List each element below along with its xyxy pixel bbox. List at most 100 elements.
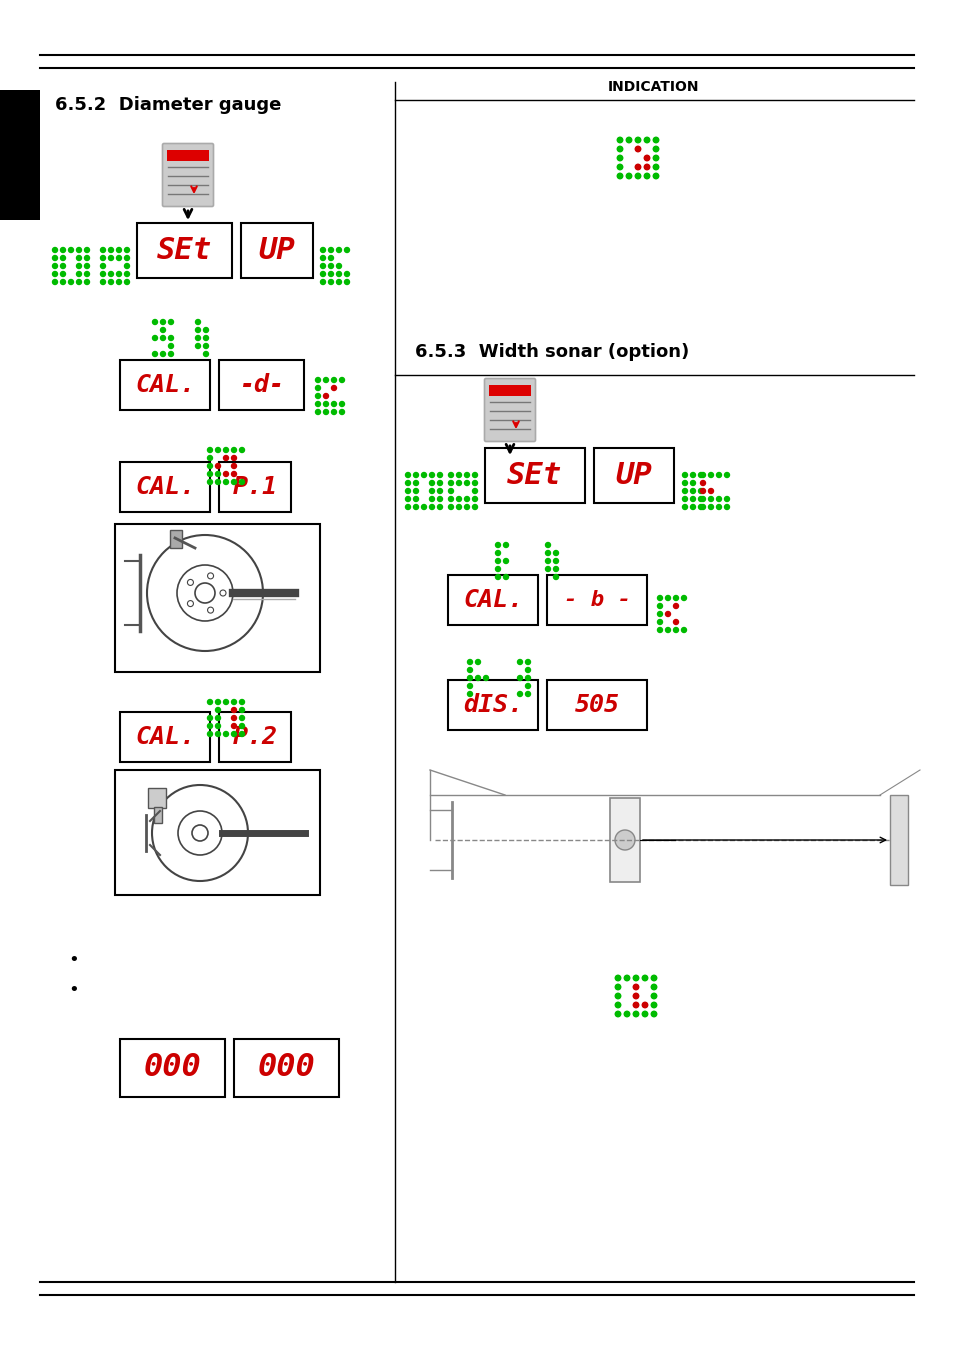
Circle shape [700,489,705,494]
Circle shape [643,173,649,178]
Circle shape [635,165,640,170]
Text: CAL.: CAL. [462,589,522,612]
Circle shape [195,336,200,340]
Circle shape [215,724,220,729]
Circle shape [448,481,453,486]
Bar [120,711,210,761]
Text: CAL.: CAL. [135,373,194,397]
Text: 6.5.3  Width sonar (option): 6.5.3 Width sonar (option) [415,343,688,360]
Circle shape [673,603,678,609]
Circle shape [467,660,472,664]
Circle shape [503,559,508,563]
Circle shape [657,603,661,609]
Bar [115,524,319,672]
Circle shape [223,699,229,705]
Circle shape [653,173,659,178]
Bar [137,223,232,278]
Circle shape [673,620,678,625]
Text: 6.5.2  Diameter gauge: 6.5.2 Diameter gauge [55,96,281,113]
Circle shape [651,1002,656,1007]
Circle shape [653,155,659,161]
Circle shape [76,255,81,261]
Circle shape [633,1002,639,1007]
Circle shape [641,1002,647,1007]
Bar [219,462,291,512]
Circle shape [320,279,325,285]
Circle shape [615,994,620,999]
Text: CAL.: CAL. [135,725,194,749]
Text: P.2: P.2 [233,725,277,749]
Circle shape [657,628,661,633]
Bar [594,448,673,504]
Circle shape [617,155,622,161]
Circle shape [448,489,453,494]
Circle shape [690,472,695,478]
Circle shape [344,271,349,277]
Circle shape [215,716,220,721]
Circle shape [215,479,220,485]
Circle shape [60,263,66,269]
Circle shape [483,675,488,680]
Circle shape [617,173,622,178]
Circle shape [52,271,57,277]
Circle shape [100,279,106,285]
Circle shape [208,455,213,460]
Circle shape [623,975,629,980]
Text: P.1: P.1 [233,475,277,500]
Bar [219,711,291,761]
Circle shape [617,146,622,151]
Circle shape [52,279,57,285]
Circle shape [315,378,320,382]
Circle shape [85,247,90,252]
Circle shape [553,575,558,579]
Circle shape [700,481,705,486]
Circle shape [680,628,686,633]
Circle shape [472,505,477,509]
Circle shape [495,543,500,548]
Circle shape [643,155,649,161]
Circle shape [437,497,442,501]
Circle shape [52,247,57,252]
Circle shape [657,595,661,601]
Circle shape [232,463,236,468]
Text: UP: UP [258,236,295,265]
Circle shape [467,691,472,697]
Circle shape [429,505,434,509]
Circle shape [203,336,209,340]
Circle shape [625,173,631,178]
Circle shape [323,401,328,406]
Circle shape [331,409,336,414]
Circle shape [625,138,631,143]
Circle shape [239,707,244,713]
Circle shape [437,472,442,478]
Circle shape [472,472,477,478]
Circle shape [323,378,328,382]
Circle shape [495,575,500,579]
Circle shape [472,497,477,501]
Circle shape [331,386,336,390]
Circle shape [203,351,209,356]
Text: 000: 000 [257,1053,315,1084]
Circle shape [405,505,410,509]
Circle shape [208,479,213,485]
Circle shape [76,247,81,252]
Circle shape [495,551,500,555]
Circle shape [215,447,220,452]
Circle shape [673,595,678,601]
Circle shape [339,378,344,382]
Circle shape [405,497,410,501]
Circle shape [336,279,341,285]
Circle shape [456,481,461,486]
Text: CAL.: CAL. [135,475,194,500]
Circle shape [52,263,57,269]
Circle shape [472,481,477,486]
Circle shape [203,343,209,348]
Circle shape [328,247,334,252]
Circle shape [456,505,461,509]
Circle shape [651,984,656,990]
Circle shape [344,279,349,285]
Circle shape [208,724,213,729]
Circle shape [85,255,90,261]
Circle shape [239,716,244,721]
Circle shape [125,255,130,261]
